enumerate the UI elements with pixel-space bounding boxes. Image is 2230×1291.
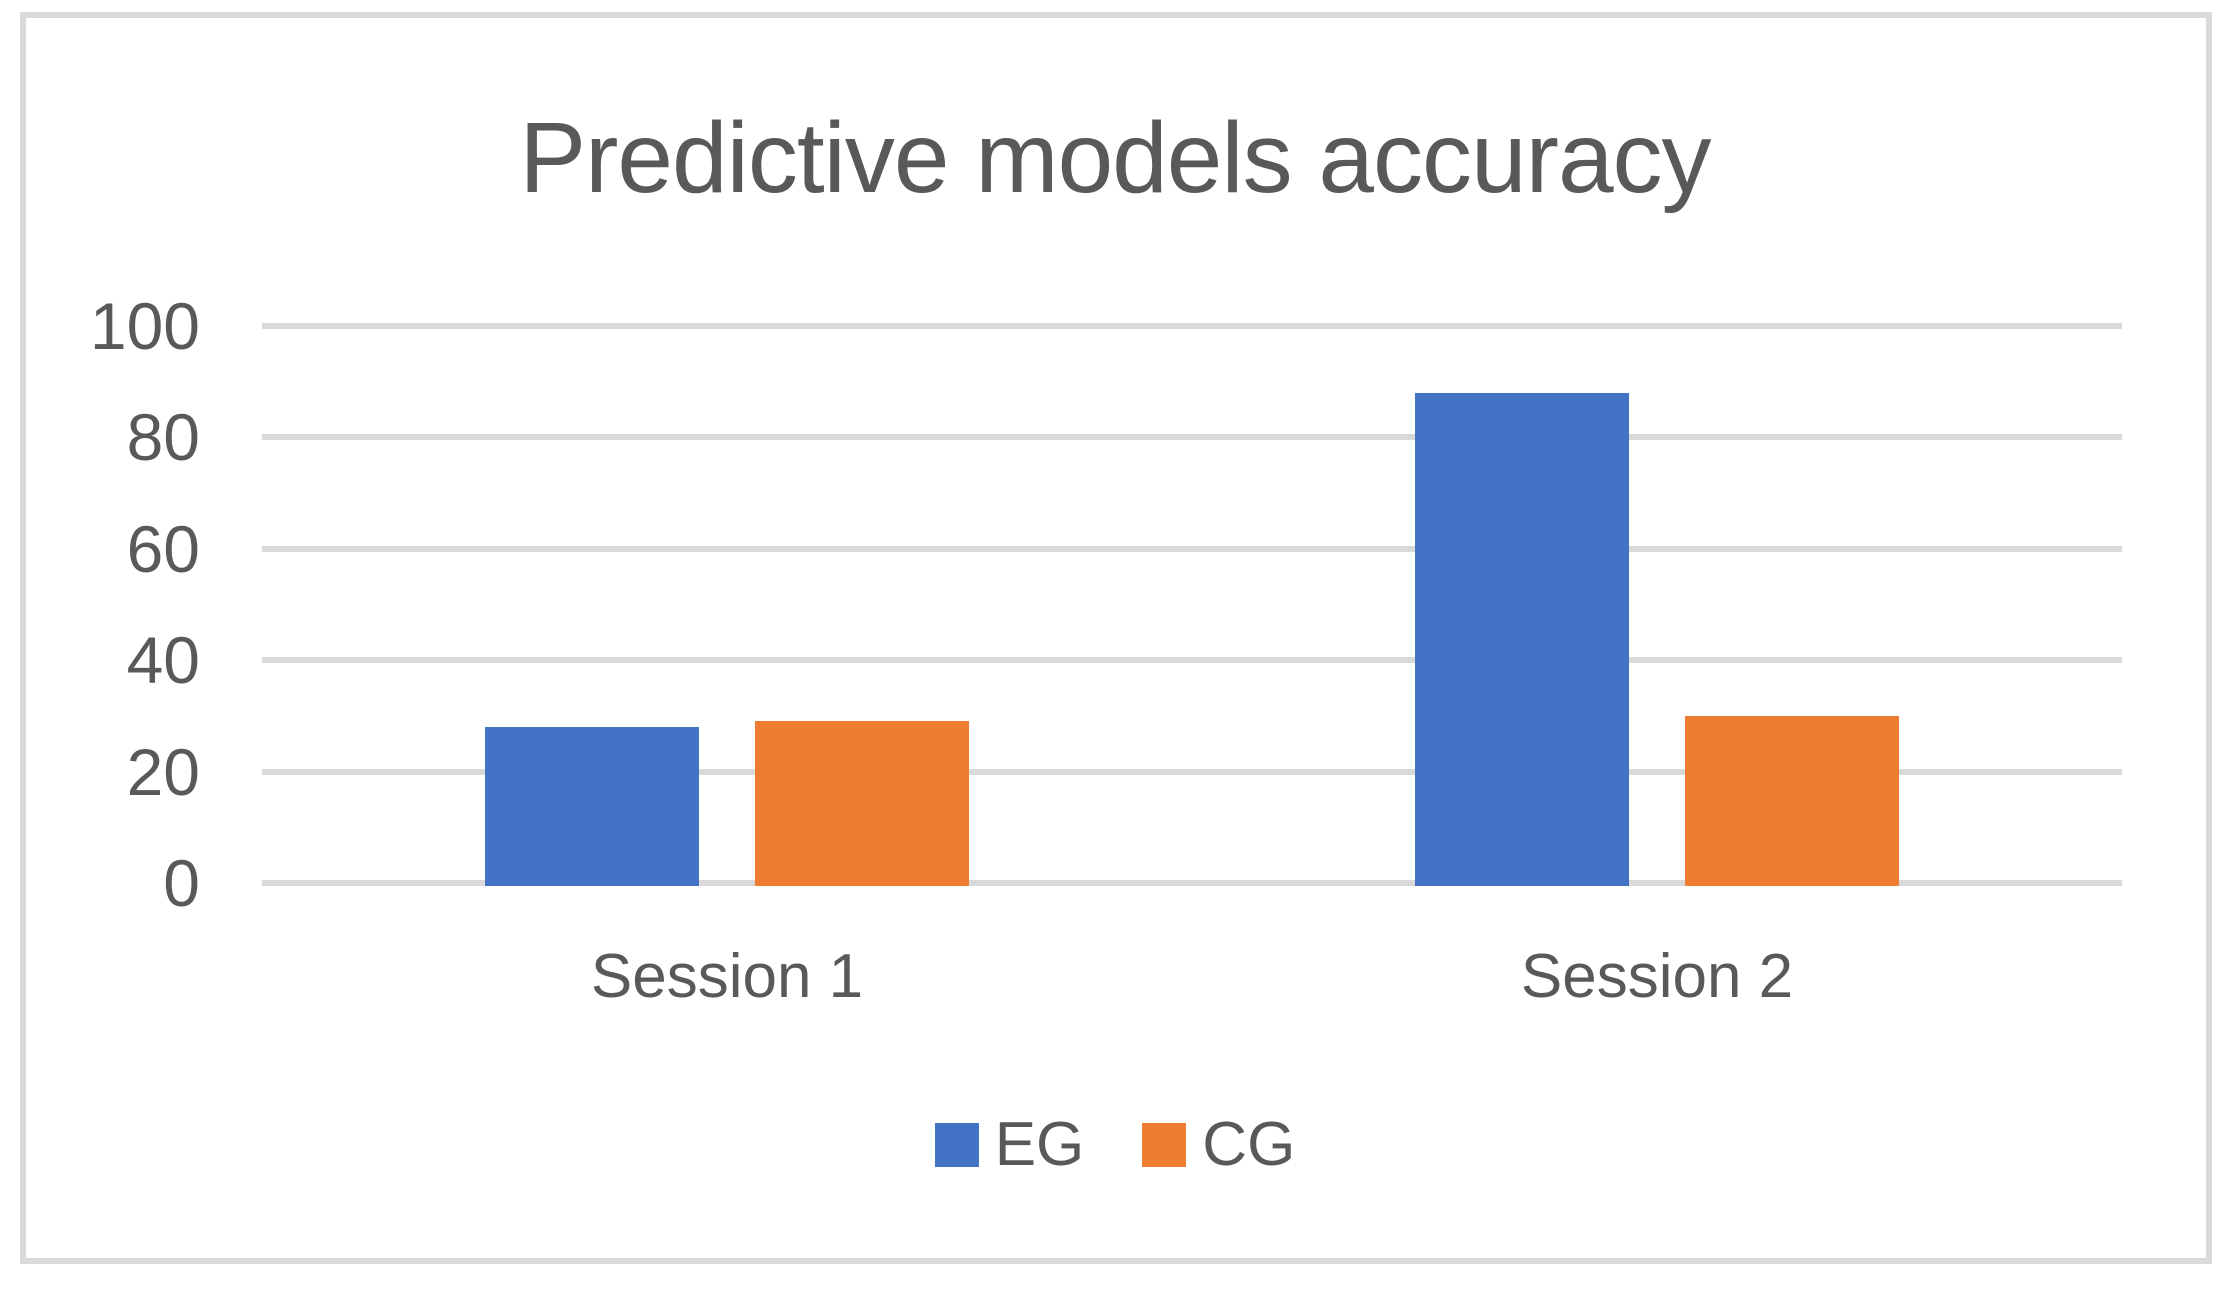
legend-item-eg: EG: [934, 1110, 1085, 1180]
chart-title: Predictive models accuracy: [519, 102, 1711, 214]
chart-frame-border: [20, 12, 2212, 1264]
legend: EG CG: [0, 1110, 2230, 1180]
y-axis-tick-label: 80: [126, 400, 200, 475]
gridline: [262, 323, 2122, 329]
x-axis-category-label: Session 1: [590, 942, 864, 1011]
y-axis-tick-label: 60: [126, 511, 200, 586]
y-axis-tick-label: 20: [126, 734, 200, 809]
y-axis-tick-label: 40: [126, 623, 200, 698]
x-axis-category-label: Session 2: [1520, 942, 1794, 1011]
legend-swatch-eg: [934, 1123, 979, 1167]
y-axis-tick-label: 100: [89, 289, 200, 363]
bar-cg-session-1: [755, 721, 969, 886]
bar-cg-session-2: [1685, 715, 1899, 886]
legend-item-cg: CG: [1142, 1110, 1295, 1180]
bar-eg-session-2: [1415, 392, 1629, 886]
gridline: [262, 657, 2122, 664]
gridline: [262, 768, 2122, 775]
gridline: [262, 434, 2122, 441]
y-axis-tick-label: 0: [163, 846, 200, 920]
gridline: [262, 880, 2122, 886]
legend-swatch-cg: [1142, 1123, 1187, 1167]
bar-eg-session-1: [485, 727, 699, 886]
legend-label: CG: [1202, 1110, 1296, 1179]
gridline: [262, 545, 2122, 552]
legend-label: EG: [994, 1110, 1085, 1179]
